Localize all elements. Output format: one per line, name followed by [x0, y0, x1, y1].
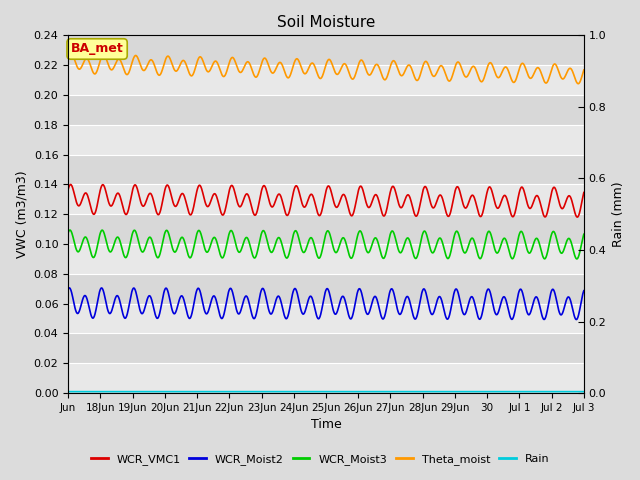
Bar [68, 304, 584, 334]
Bar [68, 36, 584, 65]
WCR_Moist2 [65, 285, 73, 291]
Line: WCR_Moist3: WCR_Moist3 [68, 230, 584, 259]
Title: Soil Moisture: Soil Moisture [277, 15, 375, 30]
Bar [68, 334, 584, 363]
Bar [68, 244, 584, 274]
WCR_VMC1 [580, 190, 588, 195]
Rain [303, 389, 311, 395]
Theta_moist [284, 74, 291, 80]
WCR_Moist2 [572, 317, 580, 323]
Rain [580, 389, 588, 395]
WCR_Moist2 [358, 291, 366, 297]
X-axis label: Time: Time [310, 419, 341, 432]
WCR_Moist2 [64, 287, 72, 292]
Bar [68, 65, 584, 95]
Theta_moist [575, 81, 582, 86]
Bar [68, 214, 584, 244]
WCR_Moist2 [284, 315, 291, 321]
WCR_VMC1 [104, 199, 112, 204]
WCR_VMC1 [303, 200, 311, 205]
Line: WCR_VMC1: WCR_VMC1 [68, 184, 584, 217]
WCR_Moist3 [303, 242, 311, 248]
Theta_moist [125, 68, 133, 74]
Text: BA_met: BA_met [71, 43, 124, 56]
Y-axis label: VWC (m3/m3): VWC (m3/m3) [15, 170, 28, 258]
Theta_moist [294, 57, 302, 62]
Y-axis label: Rain (mm): Rain (mm) [612, 181, 625, 247]
WCR_Moist2 [303, 301, 311, 307]
WCR_VMC1 [67, 181, 74, 187]
Line: Theta_moist: Theta_moist [68, 54, 584, 84]
WCR_Moist3 [64, 230, 72, 236]
WCR_VMC1 [573, 214, 581, 220]
WCR_VMC1 [358, 185, 366, 191]
WCR_VMC1 [294, 185, 302, 191]
WCR_Moist3 [104, 246, 112, 252]
Line: WCR_Moist2: WCR_Moist2 [68, 288, 584, 320]
Legend: WCR_VMC1, WCR_Moist2, WCR_Moist3, Theta_moist, Rain: WCR_VMC1, WCR_Moist2, WCR_Moist3, Theta_… [86, 450, 554, 469]
Bar [68, 274, 584, 304]
Theta_moist [64, 57, 72, 62]
WCR_Moist3 [125, 244, 133, 250]
WCR_VMC1 [284, 213, 291, 218]
WCR_Moist3 [284, 255, 291, 261]
WCR_Moist2 [580, 288, 588, 294]
Rain [104, 389, 112, 395]
WCR_Moist2 [294, 293, 302, 299]
Bar [68, 363, 584, 393]
Theta_moist [358, 58, 366, 63]
Bar [68, 155, 584, 184]
Rain [283, 389, 291, 395]
Bar [68, 184, 584, 214]
Rain [125, 389, 133, 395]
WCR_Moist3 [580, 231, 588, 237]
WCR_Moist3 [573, 256, 580, 262]
Theta_moist [67, 51, 75, 57]
Theta_moist [104, 62, 112, 68]
WCR_VMC1 [64, 187, 72, 192]
WCR_Moist2 [125, 300, 133, 306]
WCR_Moist3 [294, 232, 302, 238]
WCR_Moist3 [358, 231, 366, 237]
WCR_Moist2 [104, 309, 112, 315]
Rain [64, 389, 72, 395]
Bar [68, 125, 584, 155]
WCR_Moist3 [66, 227, 74, 233]
Rain [294, 389, 301, 395]
Bar [68, 95, 584, 125]
Theta_moist [303, 69, 311, 74]
Theta_moist [580, 67, 588, 73]
Rain [358, 389, 365, 395]
WCR_VMC1 [125, 203, 133, 208]
